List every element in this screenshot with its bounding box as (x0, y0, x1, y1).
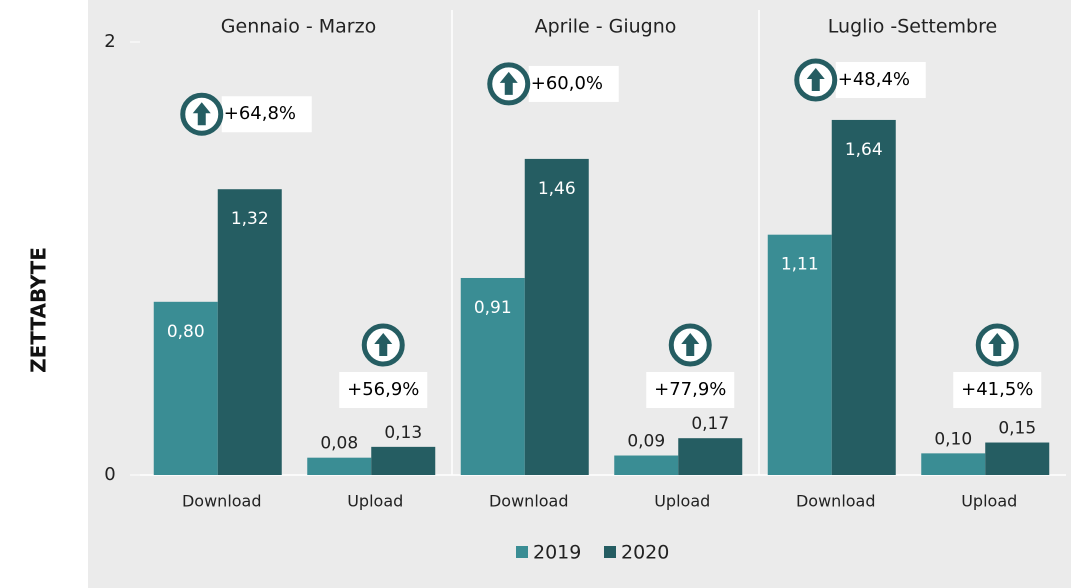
x-tick-label: Download (182, 492, 262, 511)
annotation-box (835, 62, 926, 98)
legend-swatch (516, 546, 528, 558)
arrow-icon (681, 333, 700, 356)
bar (921, 453, 986, 475)
annotation-box (339, 372, 428, 408)
x-tick-label: Upload (961, 492, 1017, 511)
data-label: 0,13 (384, 423, 422, 443)
data-label: 1,11 (781, 255, 819, 275)
bar (371, 446, 436, 475)
data-label: 0,15 (998, 419, 1036, 439)
y-tick-label: 0 (104, 464, 115, 485)
bar (217, 189, 282, 475)
panel-title: Luglio -Settembre (828, 16, 997, 38)
bar (985, 442, 1050, 475)
data-label: 1,64 (845, 140, 883, 160)
arrow-icon (374, 333, 393, 356)
arrow-icon (192, 102, 211, 126)
annotation-box (953, 372, 1042, 408)
data-label: 1,46 (538, 179, 576, 199)
legend-label: 2019 (533, 542, 581, 564)
data-label: 0,10 (934, 429, 972, 449)
bar (614, 455, 679, 475)
annotation: +64,8% (224, 103, 296, 124)
x-tick-label: Download (489, 492, 569, 511)
data-label: 0,80 (167, 322, 205, 342)
bar (153, 301, 218, 475)
annotation-box (528, 65, 619, 102)
legend-swatch (604, 546, 616, 558)
data-label: 0,17 (691, 414, 729, 434)
data-label: 0,09 (627, 432, 665, 452)
annotation: +56,9% (347, 379, 419, 400)
x-tick-label: Download (796, 492, 876, 511)
bar (831, 119, 896, 475)
bar (460, 277, 525, 475)
panel-title: Aprile - Giugno (535, 16, 677, 38)
x-tick-label: Upload (654, 492, 710, 511)
data-label: 1,32 (231, 209, 269, 229)
annotation: +60,0% (531, 73, 603, 94)
annotation: +48,4% (838, 69, 910, 90)
annotation-box (646, 372, 735, 408)
arrow-icon (806, 68, 825, 91)
bar (678, 438, 743, 475)
annotation: +77,9% (654, 379, 726, 400)
y-tick-label: 2 (104, 31, 115, 52)
arrow-icon (499, 71, 518, 95)
annotation-box (221, 96, 312, 133)
x-tick-label: Upload (347, 492, 403, 511)
data-label: 0,08 (320, 434, 358, 454)
y-axis-label: ZETTABYTE (27, 247, 51, 373)
bar (307, 457, 372, 475)
arrow-icon (988, 333, 1007, 356)
data-label: 0,91 (474, 298, 512, 318)
legend-label: 2020 (621, 542, 669, 564)
bar (767, 234, 832, 475)
panel-title: Gennaio - Marzo (221, 16, 376, 38)
annotation: +41,5% (961, 379, 1033, 400)
bar (524, 158, 589, 475)
